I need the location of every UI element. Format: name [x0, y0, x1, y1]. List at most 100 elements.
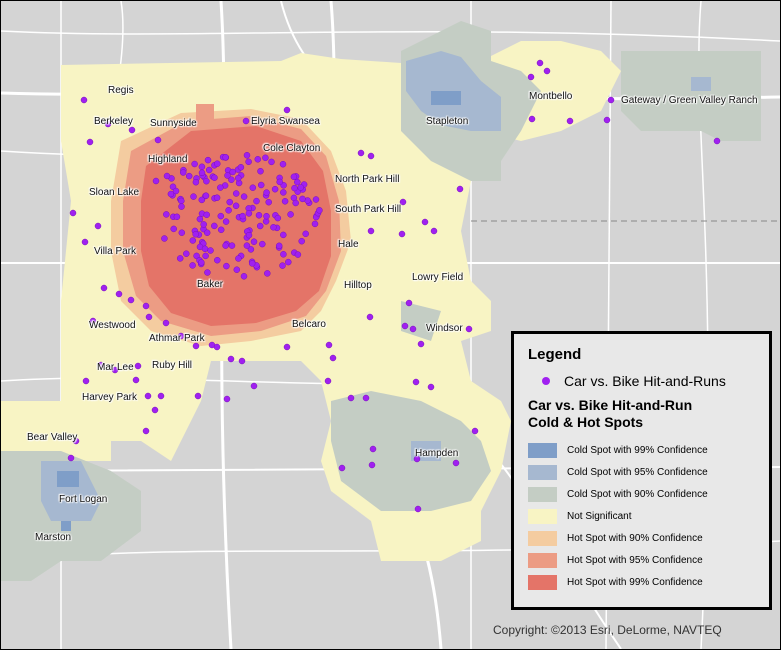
hit-and-run-point[interactable] — [409, 325, 417, 333]
hit-and-run-point[interactable] — [412, 378, 420, 386]
hit-and-run-point[interactable] — [211, 174, 218, 181]
hit-and-run-point[interactable] — [177, 332, 185, 340]
hit-and-run-point[interactable] — [217, 226, 225, 234]
hit-and-run-point[interactable] — [203, 211, 210, 219]
hit-and-run-point[interactable] — [368, 461, 376, 469]
hit-and-run-point[interactable] — [357, 149, 365, 157]
hit-and-run-point[interactable] — [232, 202, 240, 210]
hit-and-run-point[interactable] — [205, 166, 213, 174]
hit-and-run-point[interactable] — [399, 198, 407, 206]
hit-and-run-point[interactable] — [413, 455, 421, 463]
hit-and-run-point[interactable] — [127, 296, 135, 304]
hit-and-run-point[interactable] — [528, 115, 536, 123]
hit-and-run-point[interactable] — [223, 262, 230, 270]
hit-and-run-point[interactable] — [430, 227, 438, 235]
hit-and-run-point[interactable] — [144, 392, 152, 400]
hit-and-run-point[interactable] — [369, 445, 377, 453]
hit-and-run-point[interactable] — [173, 213, 181, 221]
hit-and-run-point[interactable] — [214, 160, 221, 167]
hit-and-run-point[interactable] — [204, 156, 212, 164]
hit-and-run-point[interactable] — [245, 158, 252, 166]
hit-and-run-point[interactable] — [294, 178, 301, 186]
hit-and-run-point[interactable] — [257, 181, 265, 189]
hit-and-run-point[interactable] — [262, 154, 269, 162]
hit-and-run-point[interactable] — [398, 230, 406, 238]
hit-and-run-point[interactable] — [237, 164, 245, 171]
hit-and-run-point[interactable] — [280, 189, 287, 196]
hit-and-run-point[interactable] — [242, 117, 250, 125]
hit-and-run-point[interactable] — [279, 160, 287, 168]
hit-and-run-point[interactable] — [280, 251, 287, 258]
hit-and-run-point[interactable] — [202, 252, 209, 260]
hit-and-run-point[interactable] — [192, 231, 199, 238]
hit-and-run-point[interactable] — [178, 229, 186, 236]
hit-and-run-point[interactable] — [299, 195, 306, 203]
hit-and-run-point[interactable] — [329, 354, 337, 362]
hit-and-run-point[interactable] — [253, 197, 260, 205]
hit-and-run-point[interactable] — [249, 184, 257, 191]
hit-and-run-point[interactable] — [115, 290, 123, 298]
hit-and-run-point[interactable] — [196, 215, 204, 223]
hit-and-run-point[interactable] — [233, 266, 241, 273]
hit-and-run-point[interactable] — [201, 245, 209, 253]
hit-and-run-point[interactable] — [104, 120, 112, 128]
hit-and-run-point[interactable] — [227, 355, 235, 363]
hit-and-run-point[interactable] — [178, 197, 185, 205]
hit-and-run-point[interactable] — [275, 242, 283, 250]
hit-and-run-point[interactable] — [324, 377, 332, 385]
hit-and-run-point[interactable] — [176, 255, 184, 262]
hit-and-run-point[interactable] — [222, 242, 229, 249]
hit-and-run-point[interactable] — [162, 319, 170, 327]
hit-and-run-point[interactable] — [200, 221, 207, 228]
hit-and-run-point[interactable] — [366, 313, 374, 321]
hit-and-run-point[interactable] — [298, 237, 305, 245]
hit-and-run-point[interactable] — [228, 176, 235, 183]
hit-and-run-point[interactable] — [274, 214, 282, 222]
hit-and-run-point[interactable] — [536, 59, 544, 67]
hit-and-run-point[interactable] — [285, 258, 292, 266]
hit-and-run-point[interactable] — [255, 212, 263, 219]
hit-and-run-point[interactable] — [89, 317, 97, 325]
hit-and-run-point[interactable] — [245, 231, 253, 239]
hit-and-run-point[interactable] — [238, 357, 246, 365]
hit-and-run-point[interactable] — [145, 313, 153, 321]
hit-and-run-point[interactable] — [276, 178, 283, 186]
hit-and-run-point[interactable] — [543, 67, 551, 75]
hit-and-run-point[interactable] — [228, 242, 236, 249]
hit-and-run-point[interactable] — [111, 366, 119, 374]
hit-and-run-point[interactable] — [179, 169, 187, 176]
hit-and-run-point[interactable] — [527, 73, 535, 81]
hit-and-run-point[interactable] — [151, 406, 159, 414]
hit-and-run-point[interactable] — [287, 211, 294, 218]
hit-and-run-point[interactable] — [203, 229, 211, 236]
hit-and-run-point[interactable] — [161, 235, 168, 242]
hit-and-run-point[interactable] — [362, 394, 370, 402]
hit-and-run-point[interactable] — [302, 230, 309, 238]
hit-and-run-point[interactable] — [367, 152, 375, 160]
hit-and-run-point[interactable] — [263, 212, 270, 220]
hit-and-run-point[interactable] — [132, 376, 140, 384]
hit-and-run-point[interactable] — [225, 207, 232, 214]
hit-and-run-point[interactable] — [250, 238, 258, 245]
hit-and-run-point[interactable] — [178, 203, 185, 210]
hit-and-run-point[interactable] — [254, 156, 262, 163]
hit-and-run-point[interactable] — [248, 260, 256, 267]
hit-and-run-point[interactable] — [265, 198, 272, 206]
hit-and-run-point[interactable] — [214, 256, 221, 264]
hit-and-run-point[interactable] — [198, 169, 206, 177]
hit-and-run-point[interactable] — [157, 392, 165, 400]
hit-and-run-point[interactable] — [338, 464, 346, 472]
hit-and-run-point[interactable] — [235, 255, 242, 262]
hit-and-run-point[interactable] — [270, 224, 277, 231]
hit-and-run-point[interactable] — [223, 395, 231, 403]
hit-and-run-point[interactable] — [259, 240, 266, 248]
hit-and-run-point[interactable] — [235, 174, 242, 182]
hit-and-run-point[interactable] — [198, 163, 206, 171]
hit-and-run-point[interactable] — [256, 222, 264, 230]
hit-and-run-point[interactable] — [297, 184, 305, 191]
hit-and-run-point[interactable] — [240, 193, 248, 200]
hit-and-run-point[interactable] — [316, 207, 323, 214]
hit-and-run-point[interactable] — [163, 211, 170, 218]
hit-and-run-point[interactable] — [347, 394, 355, 402]
